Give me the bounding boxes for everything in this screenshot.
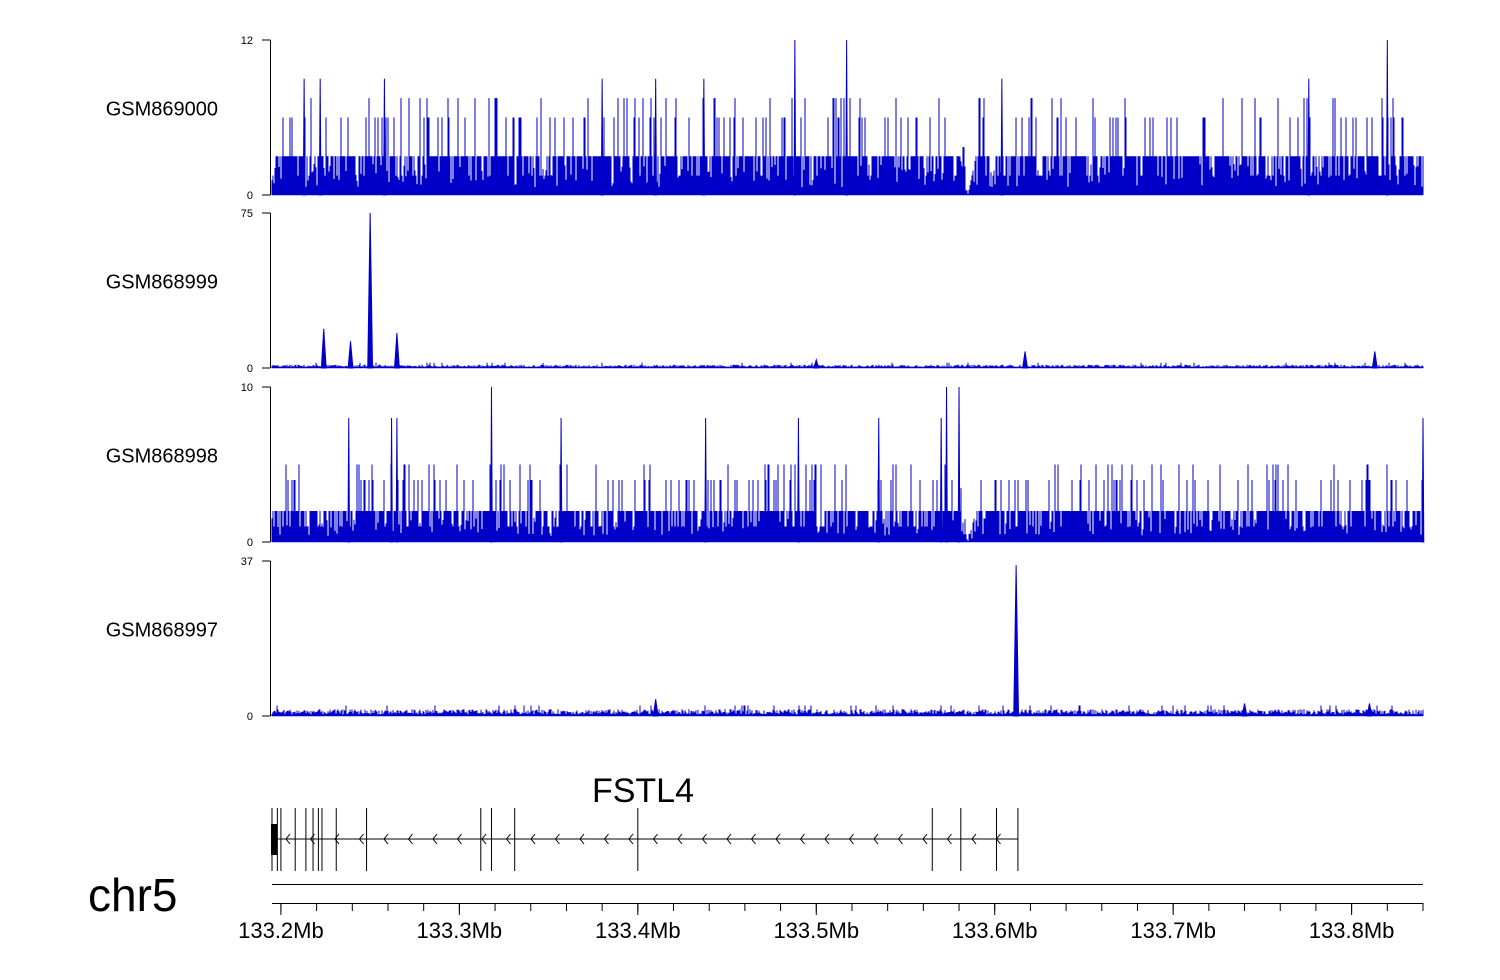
track-label: GSM868997 [106, 620, 218, 642]
track-label: GSM868998 [106, 446, 218, 468]
strand-arrow [554, 833, 560, 845]
strand-arrow [897, 833, 903, 845]
strand-arrow [946, 833, 952, 845]
signal-peak [793, 39, 797, 196]
signal-peak [1421, 417, 1425, 543]
strand-arrow [579, 833, 585, 845]
signal-peak [797, 417, 800, 543]
strand-arrow [432, 833, 438, 845]
signal-peak [1000, 78, 1004, 196]
strand-arrow [824, 833, 830, 845]
strand-arrow [456, 833, 462, 845]
strand-arrow [383, 833, 389, 845]
signal-peak [320, 328, 327, 369]
track-label: GSM869000 [106, 99, 218, 121]
x-tick-label: 133.7Mb [1130, 918, 1216, 943]
strand-arrow [285, 833, 291, 845]
signal-peak [367, 212, 374, 369]
y-tick-label: 0 [247, 190, 253, 202]
strand-arrow [726, 833, 732, 845]
signal-peak [490, 386, 493, 543]
signal-peak [559, 417, 563, 543]
strand-arrow [750, 833, 756, 845]
strand-arrow [873, 833, 879, 845]
x-tick-label: 133.4Mb [595, 918, 681, 943]
signal-peak [347, 341, 354, 369]
signal-peak [813, 357, 820, 369]
track-gsm868997: GSM868997 37 0 [106, 556, 1424, 723]
signal-tracks: GSM869000120GSM868999750GSM868998100GSM8… [106, 35, 1425, 723]
x-tick-label: 133.3Mb [417, 918, 503, 943]
signal-peak [302, 78, 306, 196]
genome-axis: chr5 133.2Mb 133.3Mb 133.4Mb 133.5Mb 133.6Mb… [88, 869, 1424, 943]
signal-peak [939, 417, 943, 543]
strand-arrow [701, 833, 707, 845]
track-label: GSM868999 [106, 272, 218, 294]
x-tick-label: 133.8Mb [1309, 918, 1395, 943]
track-gsm868998: GSM868998 10 0 [106, 382, 1425, 549]
strand-arrow [481, 833, 487, 845]
gene-label: FSTL4 [592, 772, 694, 810]
x-tick-label: 133.6Mb [952, 918, 1038, 943]
y-tick-label: 0 [247, 537, 253, 549]
strand-arrow [603, 833, 609, 845]
strand-arrow [775, 833, 781, 845]
signal-peak [652, 699, 659, 717]
signal-peak [1241, 703, 1248, 717]
y-tick-label: 0 [247, 363, 253, 375]
signal-peak [704, 417, 707, 543]
track-gsm869000: GSM869000 12 0 [106, 35, 1424, 202]
signal-peak [1371, 351, 1378, 369]
signal-peak [702, 78, 706, 196]
signal-peak [383, 78, 386, 196]
signal-fill [271, 464, 1424, 542]
signal-fill [271, 705, 1424, 716]
signal-peak [1013, 565, 1020, 717]
signal-peak [390, 417, 393, 543]
track-gsm868999: GSM868999 75 0 [106, 208, 1424, 375]
signal-peak [318, 78, 322, 196]
strand-arrow [677, 833, 683, 845]
y-tick-label: 0 [247, 711, 253, 723]
gene-exon-block [271, 824, 277, 855]
strand-arrow [407, 833, 413, 845]
signal-peak [654, 78, 657, 196]
signal-peak [1366, 703, 1373, 717]
signal-peak [957, 386, 961, 543]
strand-arrow [628, 833, 634, 845]
strand-arrow [848, 833, 854, 845]
strand-arrow [799, 833, 805, 845]
strand-arrow [922, 833, 928, 845]
strand-arrow [334, 833, 340, 845]
signal-peak [945, 386, 948, 543]
signal-peak [393, 332, 400, 369]
signal-peak [395, 417, 399, 543]
signal-peak [1307, 78, 1311, 196]
strand-arrow [530, 833, 536, 845]
strand-arrow [505, 833, 511, 845]
strand-arrow [971, 833, 977, 845]
y-tick-label: 75 [241, 208, 253, 220]
strand-arrow [358, 833, 364, 845]
y-tick-label: 10 [241, 382, 253, 394]
signal-peak [845, 39, 848, 196]
gene-annotation-track: FSTL4 [271, 772, 1019, 871]
y-tick-label: 12 [241, 35, 253, 47]
signal-peak [877, 417, 881, 543]
signal-peak [600, 78, 604, 196]
y-tick-label: 37 [241, 556, 253, 568]
x-tick-label: 133.5Mb [773, 918, 859, 943]
signal-peak [1386, 39, 1389, 196]
chromosome-label: chr5 [88, 869, 177, 921]
strand-arrow [652, 833, 658, 845]
signal-peak [347, 417, 351, 543]
signal-peak [1022, 351, 1029, 369]
x-tick-label: 133.2Mb [238, 918, 324, 943]
